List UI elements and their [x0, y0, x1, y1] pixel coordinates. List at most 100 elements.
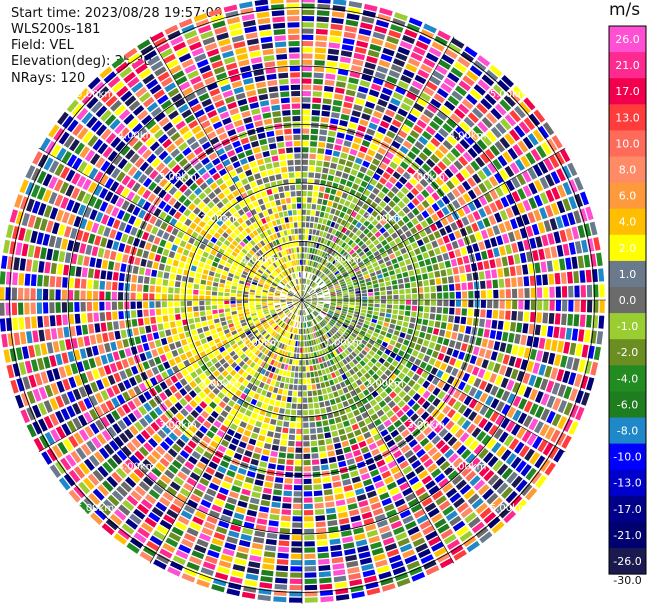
ray-gate — [319, 250, 323, 257]
ray-gate — [312, 346, 316, 352]
ray-gate — [326, 513, 337, 521]
ray-gate — [26, 198, 35, 212]
ray-gate — [331, 300, 336, 302]
ray-gate — [66, 420, 77, 433]
ray-gate — [369, 399, 378, 407]
ray-gate — [107, 150, 118, 162]
ray-gate — [358, 28, 372, 36]
ray-gate — [68, 376, 77, 389]
ray-gate — [355, 221, 362, 229]
ray-gate — [255, 293, 261, 296]
ray-gate — [461, 98, 474, 110]
ray-gate — [332, 150, 341, 157]
ray-gate — [114, 509, 127, 521]
ray-gate — [302, 378, 307, 384]
ray-gate — [304, 292, 308, 297]
ray-gate — [129, 454, 141, 466]
ray-gate — [280, 301, 286, 303]
ray-gate — [283, 421, 290, 428]
ray-gate — [379, 227, 387, 234]
ray-gate — [266, 280, 272, 284]
ray-gate — [319, 350, 324, 356]
ray-gate — [244, 311, 250, 316]
ray-gate — [393, 294, 399, 300]
ray-gate — [455, 479, 467, 491]
ray-gate — [274, 317, 280, 322]
ray-gate — [253, 371, 260, 379]
ray-gate — [86, 370, 94, 382]
ray-gate — [484, 192, 493, 203]
ray-gate — [323, 318, 329, 323]
ray-gate — [272, 495, 282, 502]
ray-gate — [337, 225, 344, 232]
ray-gate — [180, 339, 188, 346]
ray-gate — [465, 164, 475, 175]
ray-gate — [224, 292, 230, 297]
ray-gate — [304, 309, 306, 315]
ray-gate — [416, 448, 426, 458]
ray-gate — [308, 266, 311, 272]
ray-gate — [111, 471, 123, 484]
ray-gate — [404, 554, 418, 565]
ray-gate — [320, 321, 325, 327]
ray-gate — [296, 293, 300, 297]
ray-gate — [381, 497, 393, 506]
ray-gate — [321, 110, 330, 117]
ray-gate — [371, 37, 384, 46]
ray-gate — [276, 309, 282, 313]
ray-gate — [307, 197, 312, 203]
ray-gate — [145, 325, 152, 334]
ray-gate — [343, 542, 355, 550]
ray-gate — [312, 326, 316, 332]
ray-gate — [206, 515, 218, 525]
ray-gate — [381, 470, 392, 479]
ray-gate — [417, 69, 430, 79]
ray-gate — [41, 451, 53, 465]
ray-gate — [148, 181, 157, 192]
ray-gate — [26, 331, 33, 344]
ray-gate — [95, 419, 105, 431]
ray-gate — [118, 282, 124, 291]
ray-gate — [347, 154, 356, 162]
ray-gate — [446, 347, 454, 356]
ray-gate — [368, 369, 375, 376]
ray-gate — [262, 449, 270, 456]
ray-gate — [489, 330, 497, 339]
ray-gate — [367, 361, 374, 368]
ray-gate — [323, 239, 328, 245]
ray-gate — [439, 444, 450, 454]
ray-gate — [455, 291, 461, 299]
ray-gate — [290, 372, 295, 378]
ray-gate — [357, 200, 364, 207]
ray-gate — [333, 176, 341, 183]
ray-gate — [385, 332, 393, 339]
ray-gate — [443, 534, 457, 545]
ray-gate — [376, 349, 383, 356]
ray-gate — [156, 246, 164, 255]
ray-gate — [203, 493, 214, 503]
ray-gate — [452, 457, 463, 468]
ray-gate — [302, 141, 309, 147]
ray-gate — [88, 454, 100, 467]
ray-gate — [505, 420, 516, 433]
ray-gate — [581, 239, 589, 253]
ray-gate — [123, 131, 135, 143]
ray-gate — [527, 133, 539, 146]
ray-gate — [310, 320, 314, 326]
ray-gate — [452, 412, 461, 423]
ray-gate — [567, 212, 576, 226]
ray-gate — [296, 303, 300, 307]
ray-gate — [290, 352, 294, 359]
ray-gate — [306, 341, 310, 347]
ray-gate — [329, 359, 335, 365]
ray-gate — [74, 374, 83, 387]
ray-gate — [375, 559, 388, 568]
ray-gate — [274, 294, 280, 297]
ray-gate — [281, 292, 287, 295]
ray-gate — [269, 514, 280, 521]
ray-gate — [374, 265, 381, 271]
ray-gate — [110, 194, 119, 205]
ray-gate — [330, 118, 339, 125]
ray-gate — [148, 358, 156, 368]
ray-gate — [354, 533, 366, 541]
